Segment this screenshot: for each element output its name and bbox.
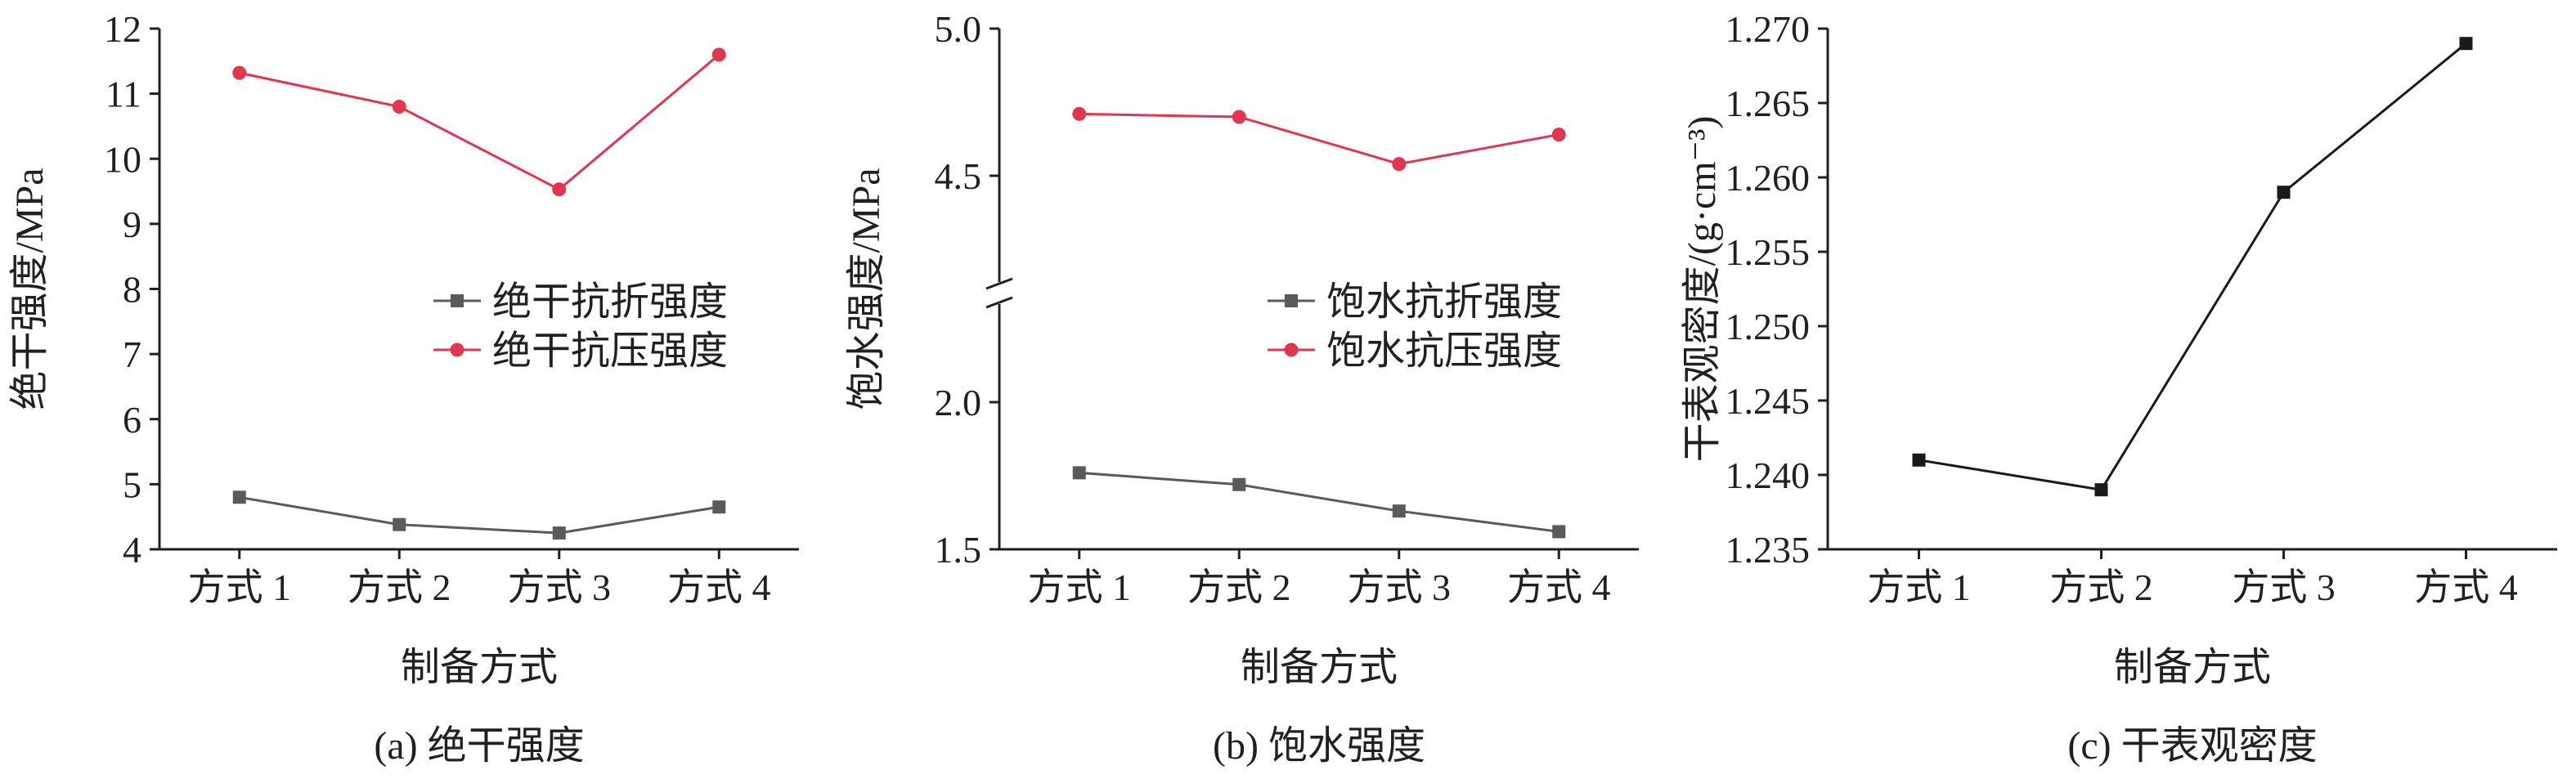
legend-label: 饱水抗压强度 xyxy=(1326,329,1562,373)
x-tick-label: 方式 1 xyxy=(188,566,292,608)
series-line-2 xyxy=(1079,112,1560,166)
y-tick-label: 1.235 xyxy=(1726,529,1811,571)
y-tick-label: 10 xyxy=(104,138,141,180)
y-tick-label: 1.245 xyxy=(1726,380,1811,422)
data-point xyxy=(1232,477,1246,491)
data-point xyxy=(711,47,726,62)
legend-marker xyxy=(1284,342,1299,357)
chart-panel-3: 1.235 1.240 1.245 1.250 1.255 1.260 1.265 1.270… xyxy=(1681,8,2557,768)
y-tick-label: 8 xyxy=(123,269,141,311)
x-tick-label: 方式 3 xyxy=(2232,566,2336,608)
y-tick-label: 11 xyxy=(105,74,141,115)
data-point xyxy=(1072,106,1087,121)
data-point xyxy=(2459,37,2473,51)
x-axis-title: 制备方式 xyxy=(2114,646,2271,689)
legend-label: 绝干抗折强度 xyxy=(492,280,728,324)
y-axis-title: 饱水强度/MPa xyxy=(845,168,888,410)
legend-label: 饱水抗折强度 xyxy=(1326,280,1562,324)
chart-caption: (b) 饱水强度 xyxy=(1213,724,1425,768)
axis-break-mark xyxy=(985,296,1013,309)
data-point xyxy=(712,500,726,514)
y-tick-label: 1.255 xyxy=(1726,231,1811,273)
data-point xyxy=(552,182,567,197)
data-point xyxy=(1392,504,1406,518)
y-axis-title: 绝干强度/MPa xyxy=(8,168,52,410)
y-tick-label: 1.5 xyxy=(935,529,982,571)
x-tick-label: 方式 3 xyxy=(1348,566,1452,608)
axis-break-mark xyxy=(985,277,1013,290)
data-point xyxy=(1912,453,1926,467)
y-tick-label: 1.260 xyxy=(1726,157,1811,199)
data-point xyxy=(1232,110,1246,124)
data-point xyxy=(1072,466,1086,480)
legend-label: 绝干抗压强度 xyxy=(492,329,728,373)
y-axis-title: 干表观密度/(g·cm⁻³) xyxy=(1681,116,1724,463)
legend-marker xyxy=(1285,294,1298,307)
x-tick-label: 方式 2 xyxy=(1187,566,1291,608)
chart-caption: (a) 绝干强度 xyxy=(374,724,584,768)
data-point xyxy=(392,100,406,114)
x-tick-label: 方式 1 xyxy=(1867,566,1971,608)
y-tick-label: 1.240 xyxy=(1726,454,1811,496)
chart-caption: (c) 干表观密度 xyxy=(2067,724,2317,768)
y-tick-label: 1.265 xyxy=(1726,83,1811,124)
y-tick-label: 12 xyxy=(104,8,141,50)
x-axis-title: 制备方式 xyxy=(401,646,558,689)
y-tick-label: 2.0 xyxy=(935,382,982,423)
data-point xyxy=(1392,157,1407,172)
series-line-2 xyxy=(239,53,720,191)
x-tick-label: 方式 4 xyxy=(1507,566,1611,608)
y-tick-label: 6 xyxy=(123,399,141,441)
y-tick-label: 4.5 xyxy=(935,155,982,197)
data-point xyxy=(232,65,247,80)
y-tick-label: 7 xyxy=(123,334,141,375)
x-axis-title: 制备方式 xyxy=(1241,646,1398,689)
series-line-1 xyxy=(239,495,720,535)
y-tick-label: 5.0 xyxy=(935,8,982,50)
data-point xyxy=(232,490,246,504)
legend-marker xyxy=(450,342,464,357)
x-tick-label: 方式 1 xyxy=(1028,566,1132,608)
data-point xyxy=(1552,525,1566,539)
legend-marker xyxy=(451,294,464,307)
data-point xyxy=(2094,483,2108,497)
y-tick-label: 5 xyxy=(123,463,141,505)
series-line-1 xyxy=(1079,471,1560,533)
data-point xyxy=(2277,186,2291,199)
data-point xyxy=(552,526,566,540)
data-point xyxy=(393,517,406,531)
x-tick-label: 方式 4 xyxy=(667,566,771,608)
series-line-1 xyxy=(1919,43,2467,491)
y-tick-label: 4 xyxy=(123,529,141,571)
x-tick-label: 方式 2 xyxy=(2049,566,2153,608)
y-tick-label: 9 xyxy=(123,204,141,245)
data-point xyxy=(1551,128,1566,142)
y-tick-label: 1.270 xyxy=(1726,8,1811,50)
x-tick-label: 方式 4 xyxy=(2414,566,2518,608)
y-tick-label: 1.250 xyxy=(1726,306,1811,347)
chart-panel-1: 4 5 6 7 8 9 10 11 12 方式 1 方式 2 方式 3 方式 4 制备方式 绝干强度/MPa… xyxy=(8,8,799,768)
x-tick-label: 方式 2 xyxy=(348,566,451,608)
chart-panel-2: 1.5 2.0 4.5 5.0 方式 1 方式 2 方式 3 方式 4 制备方式 饱水强度/MPa… xyxy=(845,8,1639,768)
x-tick-label: 方式 3 xyxy=(508,566,612,608)
